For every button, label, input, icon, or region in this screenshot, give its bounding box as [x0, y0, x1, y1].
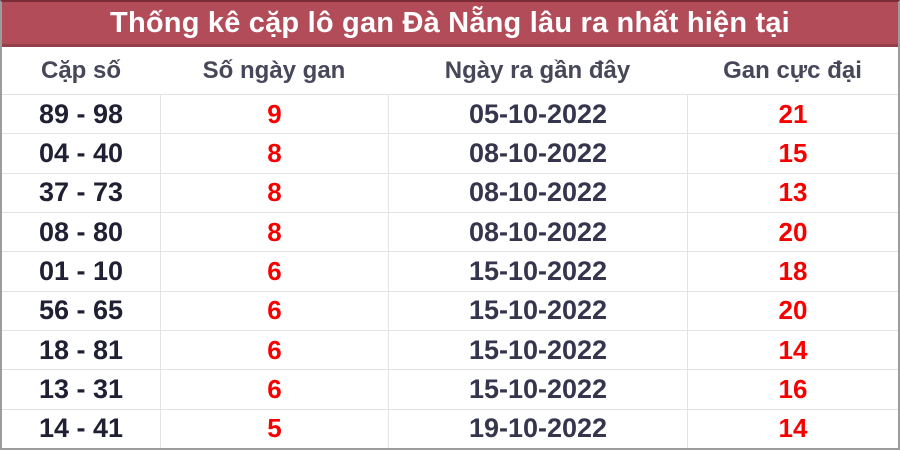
max-gan-cell: 20 [687, 291, 898, 330]
date-cell: 15-10-2022 [388, 252, 687, 291]
max-gan-cell: 20 [687, 212, 898, 252]
table-row: 89 - 98 9 05-10-2022 21 [2, 95, 898, 134]
gan-days-cell: 6 [160, 330, 388, 370]
pair-cell: 01 - 10 [38, 255, 124, 286]
date-cell: 08-10-2022 [388, 212, 687, 252]
pair-cell: 37 - 73 [38, 177, 124, 208]
max-gan-cell: 13 [687, 173, 898, 212]
table-row: 04 - 40 8 08-10-2022 15 [2, 133, 898, 173]
pair-cell: 04 - 40 [38, 137, 124, 168]
max-gan-cell: 21 [687, 95, 898, 134]
pair-cell: 89 - 98 [38, 98, 124, 129]
column-header-max-gan: Gan cực đại [723, 56, 862, 84]
column-header-gan-days: Số ngày gan [202, 56, 346, 84]
max-gan-cell: 14 [687, 330, 898, 370]
column-header-last-date: Ngày ra gần đây [444, 56, 631, 84]
max-gan-cell: 18 [687, 252, 898, 291]
gan-days-cell: 8 [160, 212, 388, 252]
gan-days-cell: 6 [160, 370, 388, 409]
table-row: 18 - 81 6 15-10-2022 14 [2, 329, 898, 370]
date-cell: 19-10-2022 [388, 409, 687, 448]
gan-days-cell: 6 [160, 252, 388, 291]
date-cell: 15-10-2022 [388, 291, 687, 330]
pair-cell: 18 - 81 [38, 334, 124, 365]
column-header-pair: Cặp số [40, 56, 121, 84]
date-cell: 15-10-2022 [388, 330, 687, 370]
table-body: 89 - 98 9 05-10-2022 21 04 - 40 8 08-10-2022 15… [2, 95, 898, 448]
table-header-row: Cặp số Số ngày gan Ngày ra gần đây Gan c… [2, 47, 898, 95]
gan-days-cell: 9 [160, 95, 388, 134]
date-cell: 08-10-2022 [388, 173, 687, 212]
pair-cell: 08 - 80 [38, 216, 124, 247]
gan-days-cell: 6 [160, 291, 388, 330]
gan-days-cell: 5 [160, 409, 388, 448]
max-gan-cell: 14 [687, 409, 898, 448]
date-cell: 05-10-2022 [388, 95, 687, 134]
pair-cell: 56 - 65 [38, 295, 124, 326]
pair-cell: 13 - 31 [38, 373, 124, 404]
pair-cell: 14 - 41 [38, 413, 124, 444]
page-title: Thống kê cặp lô gan Đà Nẵng lâu ra nhất … [110, 6, 790, 39]
max-gan-cell: 16 [687, 370, 898, 409]
max-gan-cell: 15 [687, 134, 898, 173]
table-row: 08 - 80 8 08-10-2022 20 [2, 211, 898, 252]
table-row: 56 - 65 6 15-10-2022 20 [2, 290, 898, 330]
date-cell: 08-10-2022 [388, 134, 687, 173]
gan-days-cell: 8 [160, 173, 388, 212]
table-row: 01 - 10 6 15-10-2022 18 [2, 251, 898, 291]
table-row: 37 - 73 8 08-10-2022 13 [2, 172, 898, 212]
gan-days-cell: 8 [160, 134, 388, 173]
table-row: 14 - 41 5 19-10-2022 14 [2, 408, 898, 448]
title-bar: Thống kê cặp lô gan Đà Nẵng lâu ra nhất … [2, 2, 898, 47]
date-cell: 15-10-2022 [388, 370, 687, 409]
table-row: 13 - 31 6 15-10-2022 16 [2, 369, 898, 409]
